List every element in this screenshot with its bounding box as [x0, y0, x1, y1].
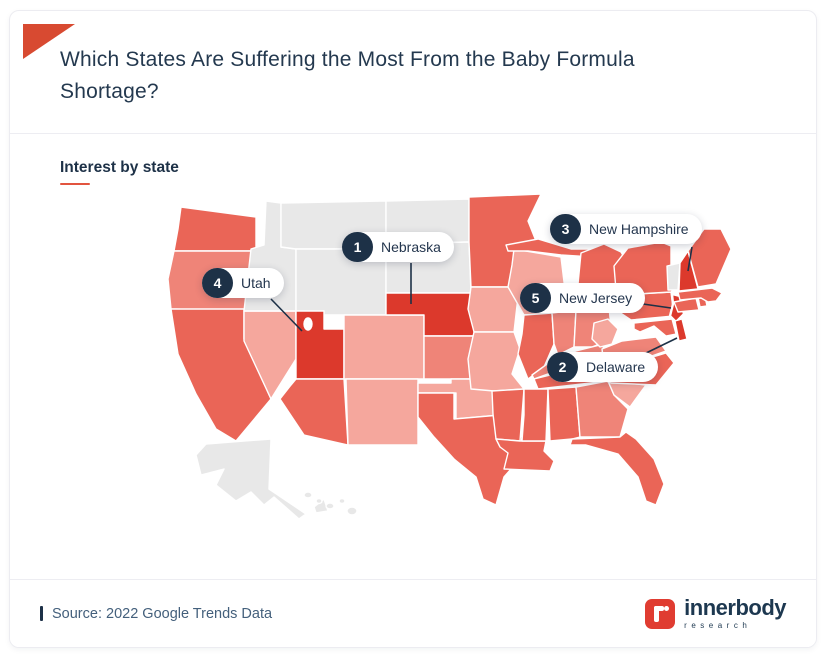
state-AL [547, 386, 581, 442]
source-note: Source: 2022 Google Trends Data [40, 606, 272, 622]
state-WV [591, 318, 619, 348]
rank-badge-1: 1 [342, 232, 373, 262]
infographic-card: Which States Are Suffering the Most From… [9, 10, 817, 648]
state-HI [325, 502, 335, 510]
source-text: Source: 2022 Google Trends Data [52, 605, 273, 622]
callout-label-nebraska: Nebraska [381, 239, 441, 255]
callout-label-new-jersey: New Jersey [559, 290, 633, 306]
state-VT [666, 262, 681, 291]
state-IA [467, 286, 519, 333]
header-divider [10, 133, 816, 134]
innerbody-logo[interactable]: innerbody research [635, 591, 796, 636]
callout-utah: 4 Utah [202, 268, 284, 298]
rank-badge-2: 2 [547, 352, 578, 382]
state-ME [687, 228, 732, 288]
footer: Source: 2022 Google Trends Data innerbod… [10, 579, 816, 647]
us-map-area: 1 Nebraska 2 Delaware 3 New Hampshire 4 … [10, 185, 816, 583]
source-accent-bar [40, 606, 43, 621]
callout-label-utah: Utah [241, 275, 271, 291]
callout-delaware: 2 Delaware [547, 352, 659, 382]
logo-subtitle: research [684, 621, 752, 630]
innerbody-logo-icon [645, 598, 676, 629]
callout-nebraska: 1 Nebraska [342, 232, 454, 262]
state-AR [491, 388, 525, 442]
rank-badge-3: 3 [550, 214, 581, 244]
section-heading: Interest by state [10, 134, 816, 185]
callout-new-hampshire: 3 New Hampshire [550, 214, 702, 244]
section-underline [60, 183, 90, 185]
callout-new-jersey: 5 New Jersey [520, 283, 646, 313]
logo-wordmark: innerbody [684, 595, 786, 620]
state-UT [295, 310, 345, 380]
us-choropleth-map [167, 193, 732, 520]
header: Which States Are Suffering the Most From… [10, 11, 816, 133]
callout-line-new-jersey [642, 303, 672, 309]
callout-label-delaware: Delaware [586, 359, 646, 375]
state-WA [173, 206, 257, 252]
state-DE [674, 318, 688, 342]
state-HI [315, 497, 323, 505]
state-CO [343, 314, 425, 380]
great-salt-lake [303, 317, 313, 331]
rank-badge-5: 5 [520, 283, 551, 313]
section-label: Interest by state [60, 159, 179, 176]
state-HI [303, 491, 313, 499]
state-MA [677, 287, 723, 303]
state-FL [569, 431, 665, 506]
state-AZ [279, 378, 349, 446]
callout-label-new-hampshire: New Hampshire [589, 221, 689, 237]
state-IN [551, 309, 577, 356]
state-AK [195, 438, 307, 520]
callout-line-new-hampshire [687, 246, 693, 272]
rank-badge-4: 4 [202, 268, 233, 298]
innerbody-logo-text: innerbody research [684, 595, 786, 631]
state-NM [345, 378, 419, 446]
state-MS [521, 388, 549, 442]
corner-triangle-decoration [23, 24, 75, 59]
state-MD [633, 318, 677, 337]
state-HI [346, 506, 358, 516]
callout-line-utah [270, 298, 303, 332]
page-title: Which States Are Suffering the Most From… [60, 48, 635, 103]
state-MO [467, 331, 525, 392]
state-HI [338, 497, 346, 505]
